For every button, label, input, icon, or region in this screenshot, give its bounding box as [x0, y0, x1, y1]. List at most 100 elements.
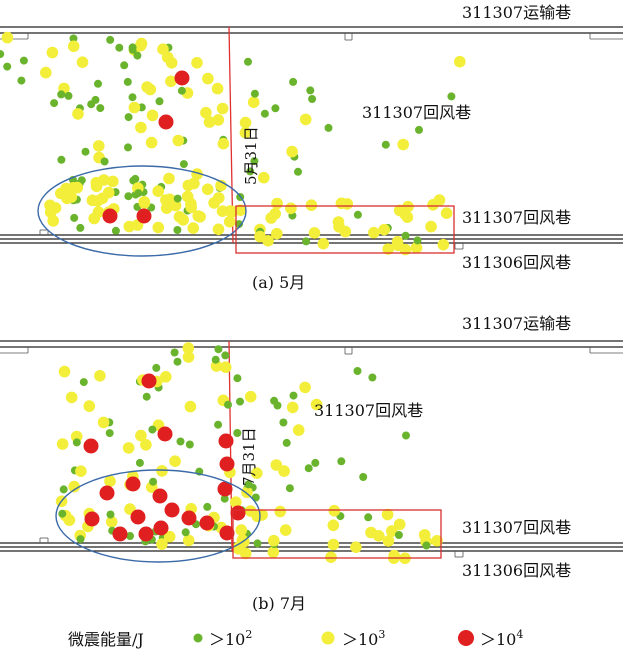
- b-event-dot: [253, 539, 262, 548]
- a-event-dot: [160, 202, 173, 214]
- b-event-dot: [233, 429, 242, 437]
- a-event-dot: [177, 86, 186, 95]
- b-event-dot: [235, 524, 248, 536]
- b-event-dot-large: [83, 438, 99, 454]
- panel-b: 311307运输巷 311307回风巷 311307回风巷 311306回风巷 …: [0, 314, 623, 613]
- a-event-dot: [69, 34, 78, 43]
- a-event-dot: [333, 221, 345, 233]
- a-event-dot: [77, 176, 86, 185]
- legend-marker-green: [193, 633, 203, 643]
- a-event-dot: [76, 223, 85, 232]
- b-event-dot: [182, 351, 195, 363]
- a-event-dot: [425, 220, 437, 233]
- b-event-dot: [233, 374, 242, 383]
- b-event-dot: [393, 518, 406, 531]
- b-event-dot: [350, 541, 362, 553]
- b-event-dot: [149, 477, 158, 486]
- b-event-dot-large: [219, 525, 235, 541]
- b-event-dot: [214, 420, 223, 429]
- a-event-dot: [401, 231, 410, 240]
- b-event-dot: [274, 505, 287, 518]
- a-event-dot: [382, 243, 395, 255]
- a-event-dot: [212, 114, 225, 126]
- a-event-dot: [93, 140, 105, 152]
- legend-title: 微震能量/J: [68, 630, 144, 649]
- b-event-dot: [267, 546, 280, 558]
- a-event-dot: [120, 61, 129, 70]
- date-label-b: 7月31日: [240, 427, 258, 486]
- b-event-dot: [337, 457, 346, 466]
- a-event-dot: [335, 197, 348, 210]
- a-event-dot: [134, 189, 143, 198]
- b-event-dot: [72, 438, 81, 447]
- a-event-dot: [152, 185, 164, 197]
- roadway-transport-a: [0, 26, 623, 41]
- concentration-ellipse-b: [55, 469, 261, 563]
- a-event-dot: [239, 126, 252, 139]
- a-event-dot: [200, 106, 212, 119]
- a-event-dot: [185, 201, 197, 214]
- b-event-dot-large: [199, 515, 215, 531]
- b-event-dot: [135, 429, 147, 442]
- b-event-dot-large: [219, 456, 235, 472]
- b-event-dot: [418, 529, 431, 541]
- a-event-dot: [234, 204, 247, 216]
- a-event-dot: [72, 108, 84, 120]
- a-event-dot: [71, 181, 84, 194]
- b-event-dot: [58, 365, 71, 378]
- a-event-dot: [437, 238, 450, 251]
- a-event-dot: [286, 145, 298, 158]
- b-event-dot: [279, 524, 292, 536]
- a-event-dot: [294, 167, 302, 176]
- a-event-dot: [64, 91, 73, 100]
- a-event-dot: [0, 50, 5, 59]
- b-event-dot-large: [141, 373, 157, 389]
- a-event-dot: [128, 43, 137, 52]
- a-event-dot: [308, 95, 317, 103]
- b-event-dot: [402, 431, 410, 440]
- b-event-dot: [140, 439, 152, 451]
- a-event-dot: [250, 157, 259, 166]
- roadway-transport-b: [0, 340, 623, 355]
- b-event-dot: [278, 465, 290, 477]
- a-event-dot: [224, 205, 237, 217]
- b-event-dot-large: [218, 433, 234, 449]
- b-event-dot: [382, 535, 395, 547]
- events-a: [0, 31, 466, 256]
- b-event-dot: [58, 509, 67, 518]
- b-event-dot: [364, 513, 373, 522]
- a-event-dot: [402, 200, 414, 213]
- b-event-dot: [79, 378, 88, 387]
- a-event-dot: [302, 237, 311, 246]
- b-event-dot: [63, 514, 76, 526]
- b-event-dot-large: [138, 526, 154, 542]
- a-event-dot: [92, 206, 105, 218]
- a-event-dot: [246, 167, 255, 176]
- a-event-dot: [115, 43, 124, 52]
- a-event-dot: [250, 89, 259, 98]
- a-event-dot: [133, 51, 142, 60]
- a-event-dot: [98, 174, 110, 186]
- b-event-dot: [289, 391, 298, 400]
- panel-a: 311307运输巷 311307回风巷 311307回风巷 311306回风巷 …: [0, 3, 623, 292]
- a-event-dot: [19, 56, 28, 65]
- a-event-dot: [447, 92, 456, 101]
- legend-marker-red: [458, 630, 474, 646]
- label-return-right-b: 311307回风巷: [462, 518, 571, 537]
- b-event-dot: [156, 465, 168, 477]
- b-event-dot: [170, 348, 179, 357]
- a-event-dot: [239, 116, 252, 129]
- b-event-dot: [236, 397, 244, 406]
- date-label-a: 5月31日: [242, 126, 260, 185]
- legend-label-yellow: ＞103: [342, 628, 385, 649]
- a-event-dot-large: [158, 114, 174, 130]
- a-event-dot: [152, 221, 165, 234]
- a-event-dot: [135, 121, 147, 134]
- b-event-dot: [152, 363, 161, 372]
- b-event-dot: [327, 519, 340, 532]
- b-event-dot: [163, 530, 176, 543]
- a-event-dot: [141, 81, 153, 93]
- a-event-dot: [305, 199, 318, 211]
- label-transport-a: 311307运输巷: [462, 3, 571, 22]
- a-event-dot: [413, 236, 422, 245]
